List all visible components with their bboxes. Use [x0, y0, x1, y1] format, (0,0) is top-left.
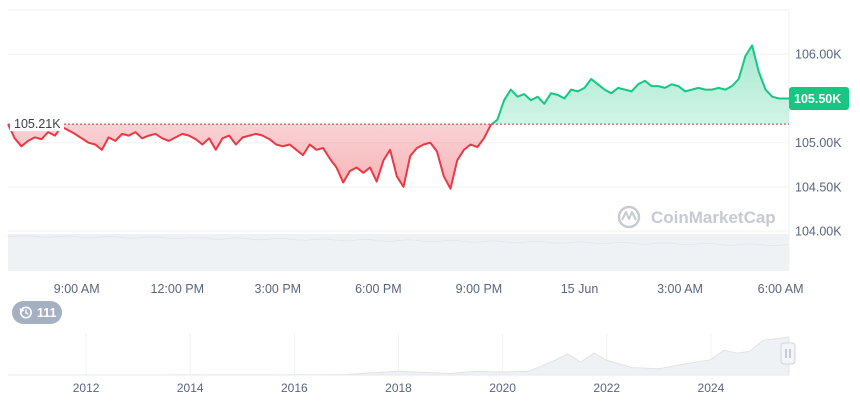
x-tick-label: 9:00 AM	[54, 282, 100, 296]
navigator-x-tick-label: 2012	[73, 381, 100, 395]
x-tick-label: 15 Jun	[561, 282, 599, 296]
x-tick-label: 3:00 PM	[255, 282, 302, 296]
x-tick-label: 12:00 PM	[151, 282, 205, 296]
history-count: 111	[37, 306, 57, 320]
navigator-handle-grip[interactable]	[780, 342, 796, 365]
y-tick-label: 106.00K	[795, 48, 842, 62]
current-price-badge-background	[789, 86, 849, 110]
y-tick-label: 104.50K	[795, 180, 842, 194]
navigator-x-tick-label: 2022	[593, 381, 620, 395]
coinmarketcap-logo-icon	[617, 205, 641, 229]
x-tick-label: 3:00 AM	[657, 282, 703, 296]
history-clock-hands-icon	[25, 309, 29, 315]
volume-outline	[7, 234, 789, 247]
y-axis: 106.00K 105.00K 104.50K 104.00K	[795, 48, 842, 239]
coinmarketcap-logo-mark-icon	[621, 211, 637, 221]
navigator-x-tick-label: 2014	[177, 381, 204, 395]
current-price-badge: 105.50K	[789, 86, 849, 110]
navigator-grid	[85, 333, 712, 375]
navigator-x-axis: 2012 2014 2016 2018 2020 2022 2024	[73, 381, 725, 395]
navigator-x-tick-label: 2018	[385, 381, 412, 395]
x-tick-label: 6:00 PM	[355, 282, 402, 296]
history-badge[interactable]: 111	[12, 301, 62, 324]
navigator-x-tick-label: 2016	[281, 381, 308, 395]
history-arrow-icon	[19, 308, 24, 313]
navigator-x-tick-label: 2024	[698, 381, 725, 395]
x-tick-label: 6:00 AM	[758, 282, 804, 296]
price-line-up	[7, 44, 789, 125]
grid-lines	[8, 9, 790, 271]
reference-price-label: 105.21K	[14, 117, 61, 131]
navigator-handle[interactable]	[780, 342, 796, 365]
watermark-label: CoinMarketCap	[651, 208, 776, 227]
navigator-x-tick-label: 2020	[489, 381, 516, 395]
coinmarketcap-watermark: CoinMarketCap	[617, 205, 776, 229]
y-tick-label: 105.00K	[795, 136, 842, 150]
area-below-reference	[8, 124, 492, 189]
reference-label-background	[10, 116, 64, 132]
area-above-reference	[8, 45, 789, 125]
price-line-down	[7, 124, 494, 190]
range-navigator[interactable]: 2012 2014 2016 2018 2020 2022 2024	[8, 333, 796, 395]
x-tick-label: 9:00 PM	[456, 282, 503, 296]
volume-band	[8, 234, 789, 271]
current-price-label: 105.50K	[794, 92, 841, 106]
y-tick-label: 104.00K	[795, 225, 842, 239]
history-icon	[19, 306, 32, 319]
x-axis: 9:00 AM 12:00 PM 3:00 PM 6:00 PM 9:00 PM 15 J…	[54, 282, 804, 296]
